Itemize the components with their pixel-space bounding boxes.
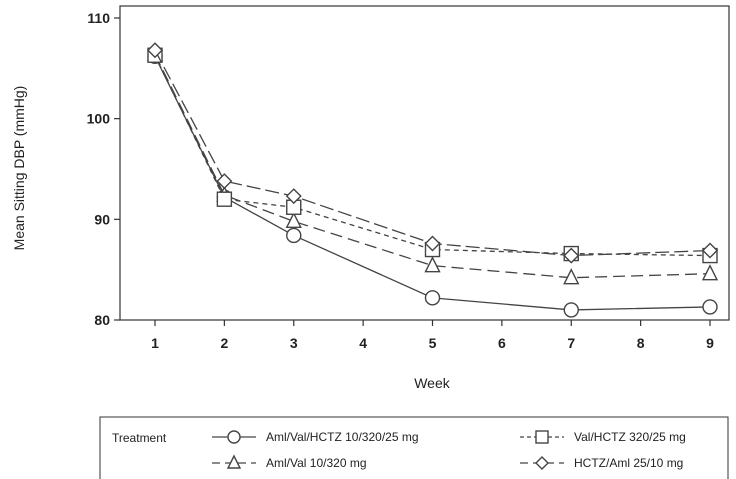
legend-label-square: Val/HCTZ 320/25 mg	[574, 430, 686, 444]
legend-item-triangle: Aml/Val 10/320 mg	[212, 454, 367, 470]
legend-item-circle: Aml/Val/HCTZ 10/320/25 mg	[212, 430, 419, 444]
x-tick-label: 7	[567, 335, 575, 351]
x-tick-label: 8	[637, 335, 645, 351]
legend-marker-square	[535, 430, 549, 444]
series-layer	[146, 42, 719, 318]
data-point-diamond	[147, 42, 163, 59]
x-tick-label: 1	[151, 335, 159, 351]
legend-marker-triangle	[226, 454, 242, 469]
series-line-diamond	[154, 49, 711, 257]
y-tick-label: 110	[87, 10, 110, 26]
x-tick-label: 2	[220, 335, 228, 351]
y-tick-label: 80	[94, 312, 110, 328]
legend-title: Treatment	[112, 431, 167, 445]
x-axis-title: Week	[414, 375, 451, 391]
y-tick-label: 100	[87, 111, 111, 127]
data-point-diamond	[702, 242, 718, 259]
plot-area	[119, 5, 730, 321]
series-square	[147, 47, 718, 264]
data-point-circle	[424, 290, 441, 306]
y-axis-title: Mean Sitting DBP (mmHg)	[11, 86, 27, 251]
legend-marker-diamond	[535, 456, 549, 470]
data-point-circle	[563, 302, 579, 318]
data-point-diamond	[285, 188, 302, 205]
data-point-square	[216, 191, 233, 207]
data-point-circle	[702, 299, 718, 315]
series-line-square	[154, 54, 711, 257]
legend: Treatment Aml/Val/HCTZ 10/320/25 mgAml/V…	[99, 416, 729, 479]
legend-item-square: Val/HCTZ 320/25 mg	[520, 430, 686, 444]
y-tick-label: 90	[94, 211, 110, 227]
legend-items: Aml/Val/HCTZ 10/320/25 mg Aml/Val 10/320 …	[212, 430, 686, 470]
data-point-triangle	[701, 264, 719, 281]
data-point-triangle	[563, 268, 580, 285]
data-point-diamond	[424, 235, 441, 252]
x-tick-label: 5	[429, 335, 437, 351]
y-axis: 80 90 100 110	[87, 10, 120, 328]
x-tick-label: 6	[498, 335, 506, 351]
x-tick-label: 9	[706, 335, 714, 351]
legend-frame	[99, 416, 729, 479]
x-axis: 1 2 3 4 5 6 7 8 9	[151, 320, 714, 351]
legend-label-triangle: Aml/Val 10/320 mg	[266, 456, 367, 470]
legend-label-circle: Aml/Val/HCTZ 10/320/25 mg	[266, 430, 419, 444]
legend-marker-circle	[227, 430, 241, 444]
plot-border	[119, 5, 730, 321]
legend-item-diamond: HCTZ/Aml 25/10 mg	[520, 456, 683, 470]
data-point-circle	[286, 227, 302, 244]
series-diamond	[147, 42, 718, 264]
x-tick-label: 3	[290, 335, 298, 351]
series-line-circle	[154, 55, 711, 311]
data-point-diamond	[216, 173, 233, 190]
data-point-diamond	[563, 247, 580, 264]
legend-label-diamond: HCTZ/Aml 25/10 mg	[574, 456, 683, 470]
data-point-triangle	[285, 211, 302, 229]
x-tick-label: 4	[359, 335, 367, 351]
data-point-triangle	[424, 256, 441, 273]
series-line-triangle	[154, 53, 711, 279]
